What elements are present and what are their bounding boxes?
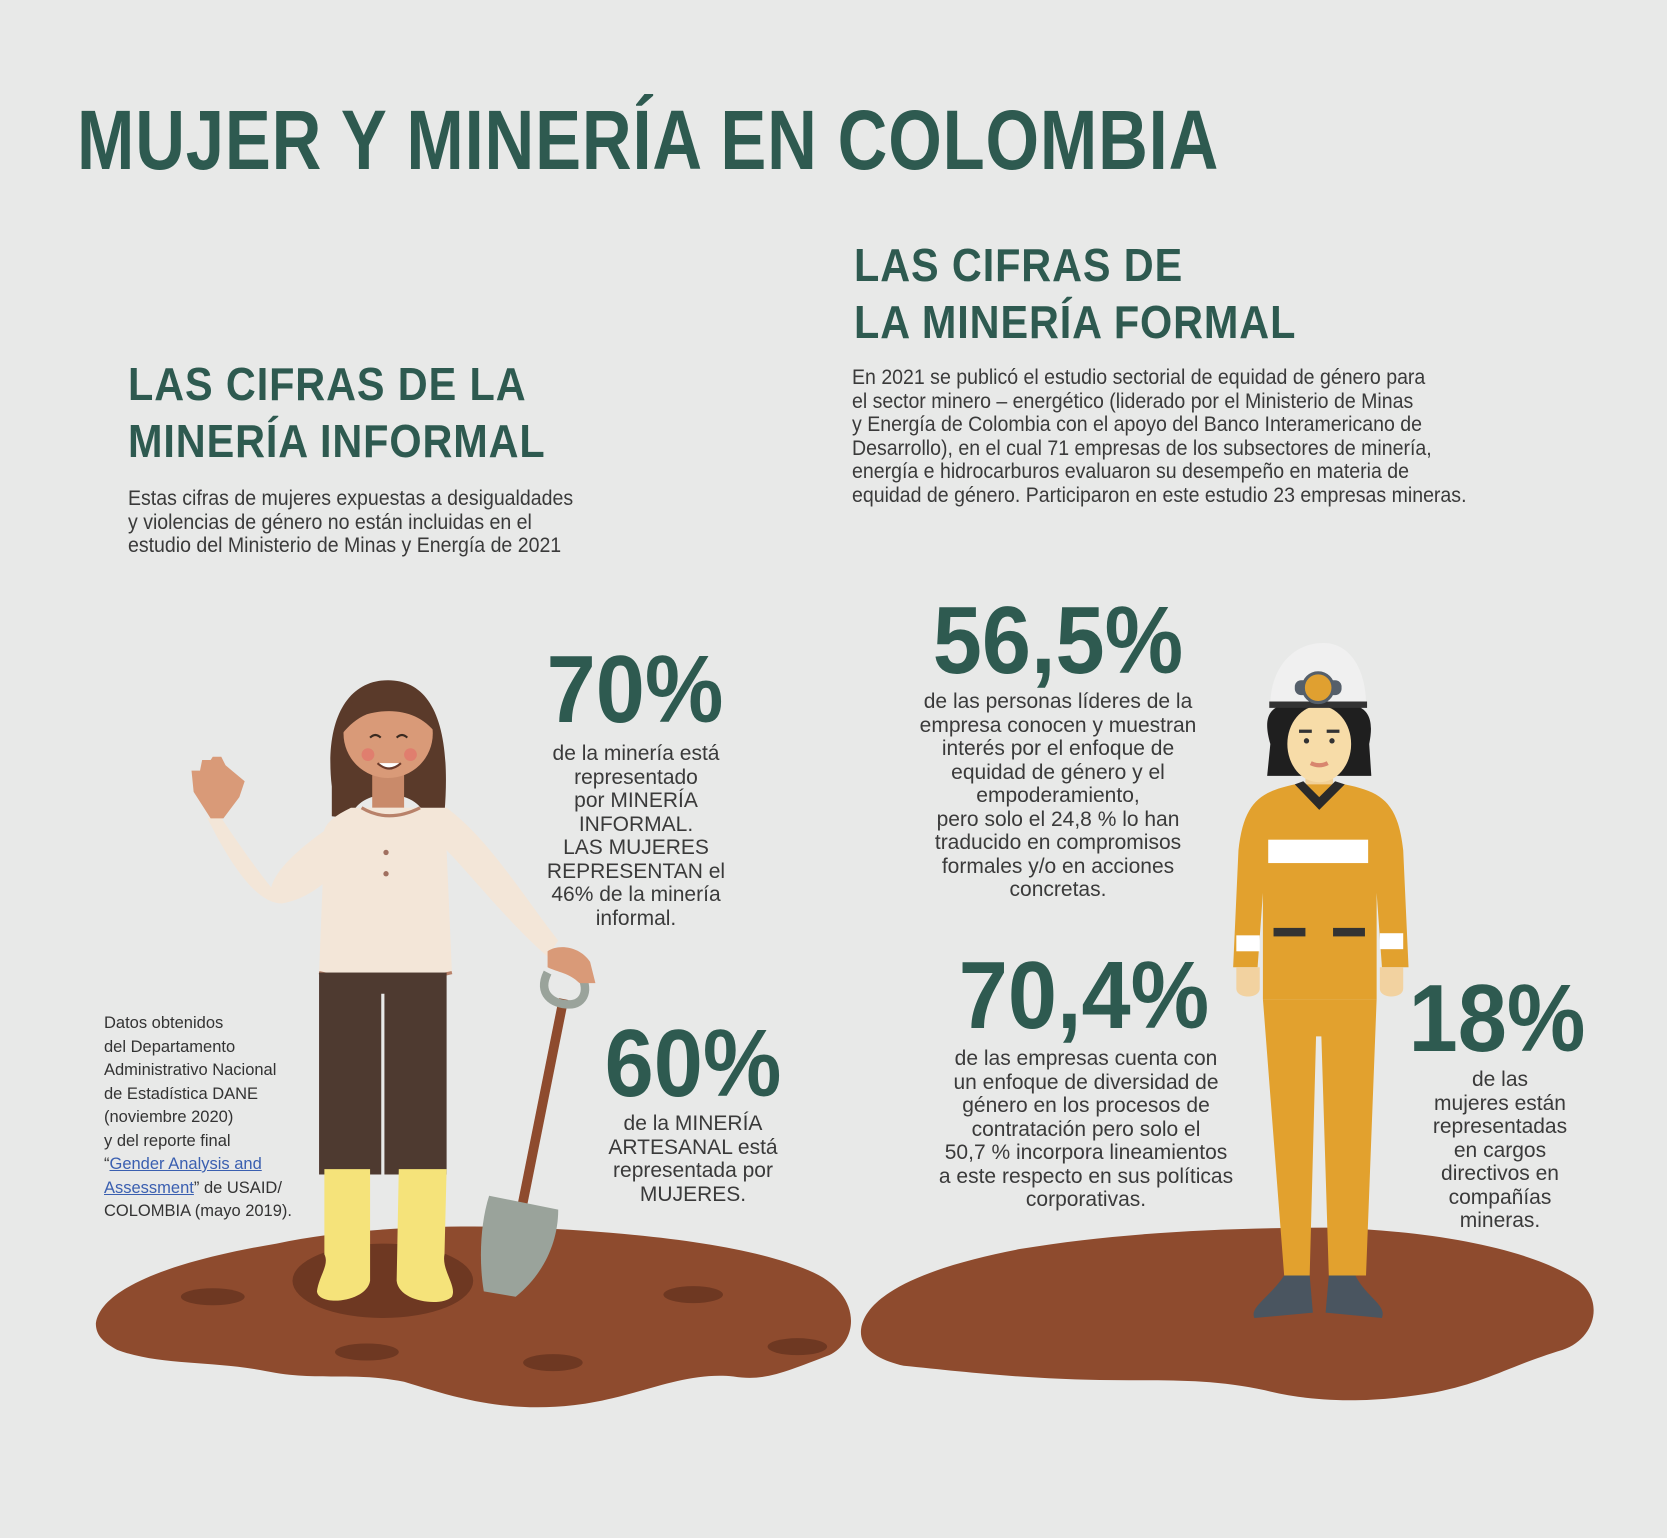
quote-mark: “	[104, 1155, 110, 1173]
stat-line: empresa conocen y muestran	[919, 713, 1197, 737]
stat-line: representado	[574, 765, 698, 789]
source-line: del Departamento	[104, 1037, 236, 1056]
stat-line: de las	[1471, 1068, 1529, 1091]
footprint	[523, 1354, 583, 1372]
source-note: Datos obtenidos del Departamento Adminis…	[104, 1012, 292, 1224]
stat-line: pero solo el 24,8 % lo han	[936, 807, 1180, 831]
gender-analysis-link[interactable]: Gender Analysis and	[109, 1155, 262, 1173]
stat-line: representadas	[1432, 1115, 1568, 1138]
stat-line: de la minería está	[552, 742, 720, 765]
stat-56-5-text: de las personas líderes de la empresa co…	[908, 690, 1208, 902]
intro-line: equidad de género. Participaron en este …	[852, 483, 1467, 507]
stat-line: mineras.	[1459, 1209, 1541, 1232]
stat-line: traducido en compromisos	[934, 831, 1182, 854]
formal-heading-line: LA MINERÍA FORMAL	[854, 296, 1297, 348]
intro-line: y Energía de Colombia con el apoyo del B…	[852, 413, 1422, 436]
page-title: MUJER Y MINERÍA EN COLOMBIA	[77, 93, 1220, 187]
source-line: Administrativo Nacional	[104, 1061, 277, 1079]
formal-heading-line: LAS CIFRAS DE	[854, 239, 1184, 291]
stat-line: corporativas.	[1025, 1188, 1147, 1211]
footprint	[663, 1286, 723, 1304]
intro-line: Desarrollo), en el cual 71 empresas de l…	[852, 436, 1432, 460]
stat-18-text: de las mujeres están representadas en ca…	[1400, 1068, 1600, 1233]
stat-60-text: de la MINERÍA ARTESANAL está representad…	[543, 1112, 843, 1206]
stat-60-value: 60%	[604, 1010, 782, 1117]
woman-farmer-figure	[191, 680, 596, 1303]
stat-line: por MINERÍA	[574, 789, 698, 812]
stat-line: de las empresas cuenta con	[954, 1047, 1218, 1070]
source-line: de Estadística DANE	[104, 1084, 259, 1103]
intro-line: Estas cifras de mujeres expuestas a desi…	[128, 487, 574, 510]
stat-line: de las personas líderes de la	[923, 690, 1193, 713]
informal-intro: Estas cifras de mujeres expuestas a desi…	[128, 487, 573, 558]
footprint	[335, 1343, 399, 1361]
mud-ground-right	[860, 1227, 1594, 1401]
stat-line: LAS MUJERES	[563, 836, 709, 859]
stat-line: directivos en	[1441, 1162, 1559, 1185]
source-text: ” de USAID/	[193, 1178, 282, 1197]
stat-70-4-text: de las empresas cuenta con un enfoque de…	[921, 1047, 1251, 1212]
stat-line: formales y/o en acciones	[941, 854, 1175, 878]
intro-line: estudio del Ministerio de Minas y Energí…	[128, 534, 562, 557]
stat-line: INFORMAL.	[578, 812, 694, 836]
formal-heading: LAS CIFRAS DE LA MINERÍA FORMAL	[854, 237, 1296, 351]
formal-intro: En 2021 se publicó el estudio sectorial …	[852, 366, 1466, 507]
stat-line: género en los procesos de	[962, 1094, 1210, 1117]
source-link-line: Assessment” de USAID/	[104, 1177, 292, 1201]
intro-line: y violencias de género no están incluida…	[128, 510, 532, 534]
source-line: COLOMBIA (mayo 2019).	[104, 1202, 292, 1220]
stat-line: informal.	[595, 906, 677, 930]
informal-heading-line: MINERÍA INFORMAL	[128, 415, 546, 467]
stat-line: contratación pero solo el	[971, 1117, 1201, 1141]
stat-line: REPRESENTAN el	[546, 859, 726, 883]
stat-line: representada por	[613, 1159, 773, 1182]
stat-70-text: de la minería está representado por MINE…	[486, 742, 786, 930]
stat-line: 46% de la minería	[551, 883, 721, 906]
intro-line: En 2021 se publicó el estudio sectorial …	[852, 366, 1426, 389]
footprint	[767, 1338, 828, 1356]
stat-line: concretas.	[1009, 878, 1107, 901]
stat-line: a este respecto en sus políticas	[938, 1164, 1234, 1188]
stat-line: empoderamiento,	[976, 784, 1140, 807]
gender-analysis-link-cont[interactable]: Assessment	[104, 1178, 194, 1197]
stat-line: mujeres están	[1434, 1091, 1566, 1115]
source-line: y del reporte final	[104, 1131, 231, 1150]
stat-line: equidad de género y el	[951, 760, 1165, 784]
woman-miner-figure	[1233, 643, 1409, 1318]
stat-line: 50,7 % incorpora lineamientos	[944, 1141, 1228, 1164]
stat-line: de la MINERÍA	[623, 1112, 763, 1135]
footprint	[180, 1288, 245, 1306]
source-line: Datos obtenidos	[104, 1014, 224, 1032]
stat-70-value: 70%	[546, 636, 724, 743]
stat-line: compañías	[1448, 1185, 1552, 1209]
stat-line: interés por el enfoque de	[941, 737, 1175, 760]
source-link-line: “Gender Analysis and	[104, 1153, 292, 1177]
mud-ground-left	[95, 1226, 852, 1408]
informal-heading-line: LAS CIFRAS DE LA	[128, 358, 527, 410]
stat-18-value: 18%	[1408, 965, 1586, 1072]
intro-line: el sector minero – energético (liderado …	[852, 389, 1414, 413]
stat-70-4-value: 70,4%	[958, 942, 1210, 1049]
source-line: (noviembre 2020)	[104, 1108, 234, 1126]
intro-line: energía e hidrocarburos evaluaron su des…	[852, 460, 1409, 483]
informal-heading: LAS CIFRAS DE LA MINERÍA INFORMAL	[128, 356, 546, 470]
stat-56-5-value: 56,5%	[932, 587, 1184, 694]
stat-line: un enfoque de diversidad de	[953, 1070, 1219, 1094]
stat-line: MUJERES.	[639, 1182, 747, 1206]
stat-line: ARTESANAL está	[608, 1135, 778, 1159]
stat-line: en cargos	[1453, 1138, 1547, 1162]
